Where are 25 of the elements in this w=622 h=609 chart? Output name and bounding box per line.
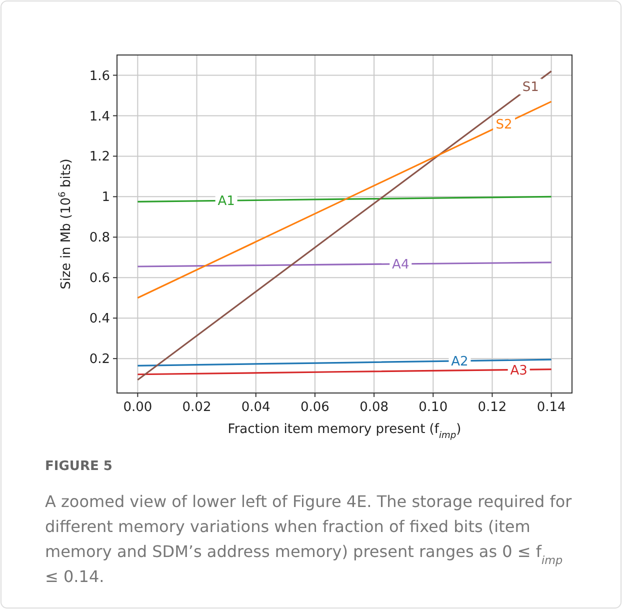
y-tick-label: 1 [102, 190, 110, 206]
y-tick-label: 1.2 [89, 150, 110, 165]
series-label: A2 [451, 354, 468, 370]
x-axis-title: Fraction item memory present (f$_{imp}$) [228, 422, 462, 441]
caption: FIGURE 5 [45, 459, 112, 474]
series-label: A3 [510, 363, 528, 378]
x-tick-label: 0.14 [536, 400, 566, 415]
x-tick-label: 0.02 [182, 400, 212, 415]
y-tick-label: 0.8 [89, 230, 110, 246]
series-label: A1 [218, 194, 235, 210]
series-label: A4 [392, 257, 410, 272]
y-tick-label: 0.2 [89, 352, 110, 368]
x-tick-label: 0.12 [478, 400, 507, 415]
series-label: S1 [522, 80, 539, 96]
series-label: S2 [496, 118, 512, 133]
y-tick-label: 1.6 [89, 68, 110, 84]
x-tick-label: 0.08 [360, 400, 389, 415]
y-tick-label: 1.4 [89, 109, 110, 124]
y-tick-label: 0.6 [89, 271, 110, 286]
text: A zoomed view of lower left of Figure 4E. The storage required for different memory variations when fraction of fixed bits (item memory and SDM’s address memory) present ranges as 0 ≤ f$_{imp}$ ≤ 0.14. [45, 492, 572, 586]
x-tick-label: 0.00 [123, 400, 152, 415]
x-tick-label: 0.10 [418, 400, 448, 415]
y-tick-label: 0.4 [89, 312, 110, 327]
x-tick-label: 0.06 [300, 400, 330, 415]
x-tick-label: 0.04 [241, 400, 270, 415]
